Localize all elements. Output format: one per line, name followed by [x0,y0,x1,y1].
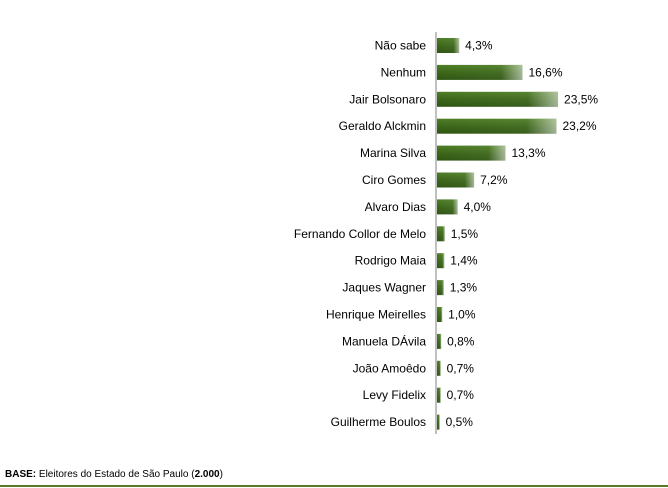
footer-base-text: Eleitores do Estado de São Paulo ( [36,469,195,480]
value-label: 23,2% [562,119,596,133]
bar-highlight [437,307,443,322]
category-label: Henrique Meirelles [326,308,426,322]
category-label: Marina Silva [360,146,426,160]
category-label: Jair Bolsonaro [349,92,426,106]
value-label: 13,3% [511,146,545,160]
bar-highlight [437,414,440,430]
category-label: Jaques Wagner [342,281,426,295]
value-label: 0,7% [447,388,475,402]
category-label: Não sabe [375,39,427,53]
category-label: Nenhum [381,65,426,79]
value-label: 0,8% [447,334,475,348]
category-label: Manuela DÁvila [342,333,426,348]
category-label: Rodrigo Maia [355,254,427,268]
category-label: Levy Fidelix [363,388,426,402]
bar-highlight [437,253,445,269]
bar-highlight [437,64,523,80]
category-label: Fernando Collor de Melo [294,227,426,241]
value-label: 1,3% [450,281,478,295]
bar-chart: Não sabe 4,3% Nenhum 16,6% Jair Bolsonaro 23,… [294,32,598,434]
bar-highlight [437,360,441,376]
value-label: 4,0% [464,200,492,214]
bar-highlight [437,145,506,161]
bar-highlight [437,199,458,215]
bar-highlight [437,91,559,107]
value-label: 1,0% [448,308,476,322]
footer-base-close: ) [219,469,223,480]
bars-layer: Não sabe 4,3% Nenhum 16,6% Jair Bolsonaro 23,… [294,38,598,430]
value-label: 1,5% [451,227,479,241]
value-label: 16,6% [528,65,562,79]
footer-base-note: BASE: Eleitores do Estado de São Paulo (… [5,469,223,480]
footer-base-count: 2.000 [194,469,220,480]
bar-highlight [437,118,557,134]
value-label: 23,5% [564,92,598,106]
value-label: 0,5% [446,415,474,429]
category-label: João Amoêdo [353,361,427,375]
bar-highlight [437,333,442,349]
bar-highlight [437,226,445,242]
value-label: 0,7% [447,361,475,375]
value-label: 4,3% [465,39,493,53]
category-label: Alvaro Dias [365,200,426,214]
value-label: 1,4% [450,254,478,268]
category-label: Ciro Gomes [362,173,426,187]
category-label: Guilherme Boulos [331,415,426,429]
footer-divider [0,485,668,487]
bar-highlight [437,38,460,53]
bar-highlight [437,172,475,188]
category-label: Geraldo Alckmin [339,119,426,133]
bar-highlight [437,280,444,296]
footer-base-label: BASE: [5,469,37,480]
value-label: 7,2% [480,173,508,187]
bar-highlight [437,387,441,403]
